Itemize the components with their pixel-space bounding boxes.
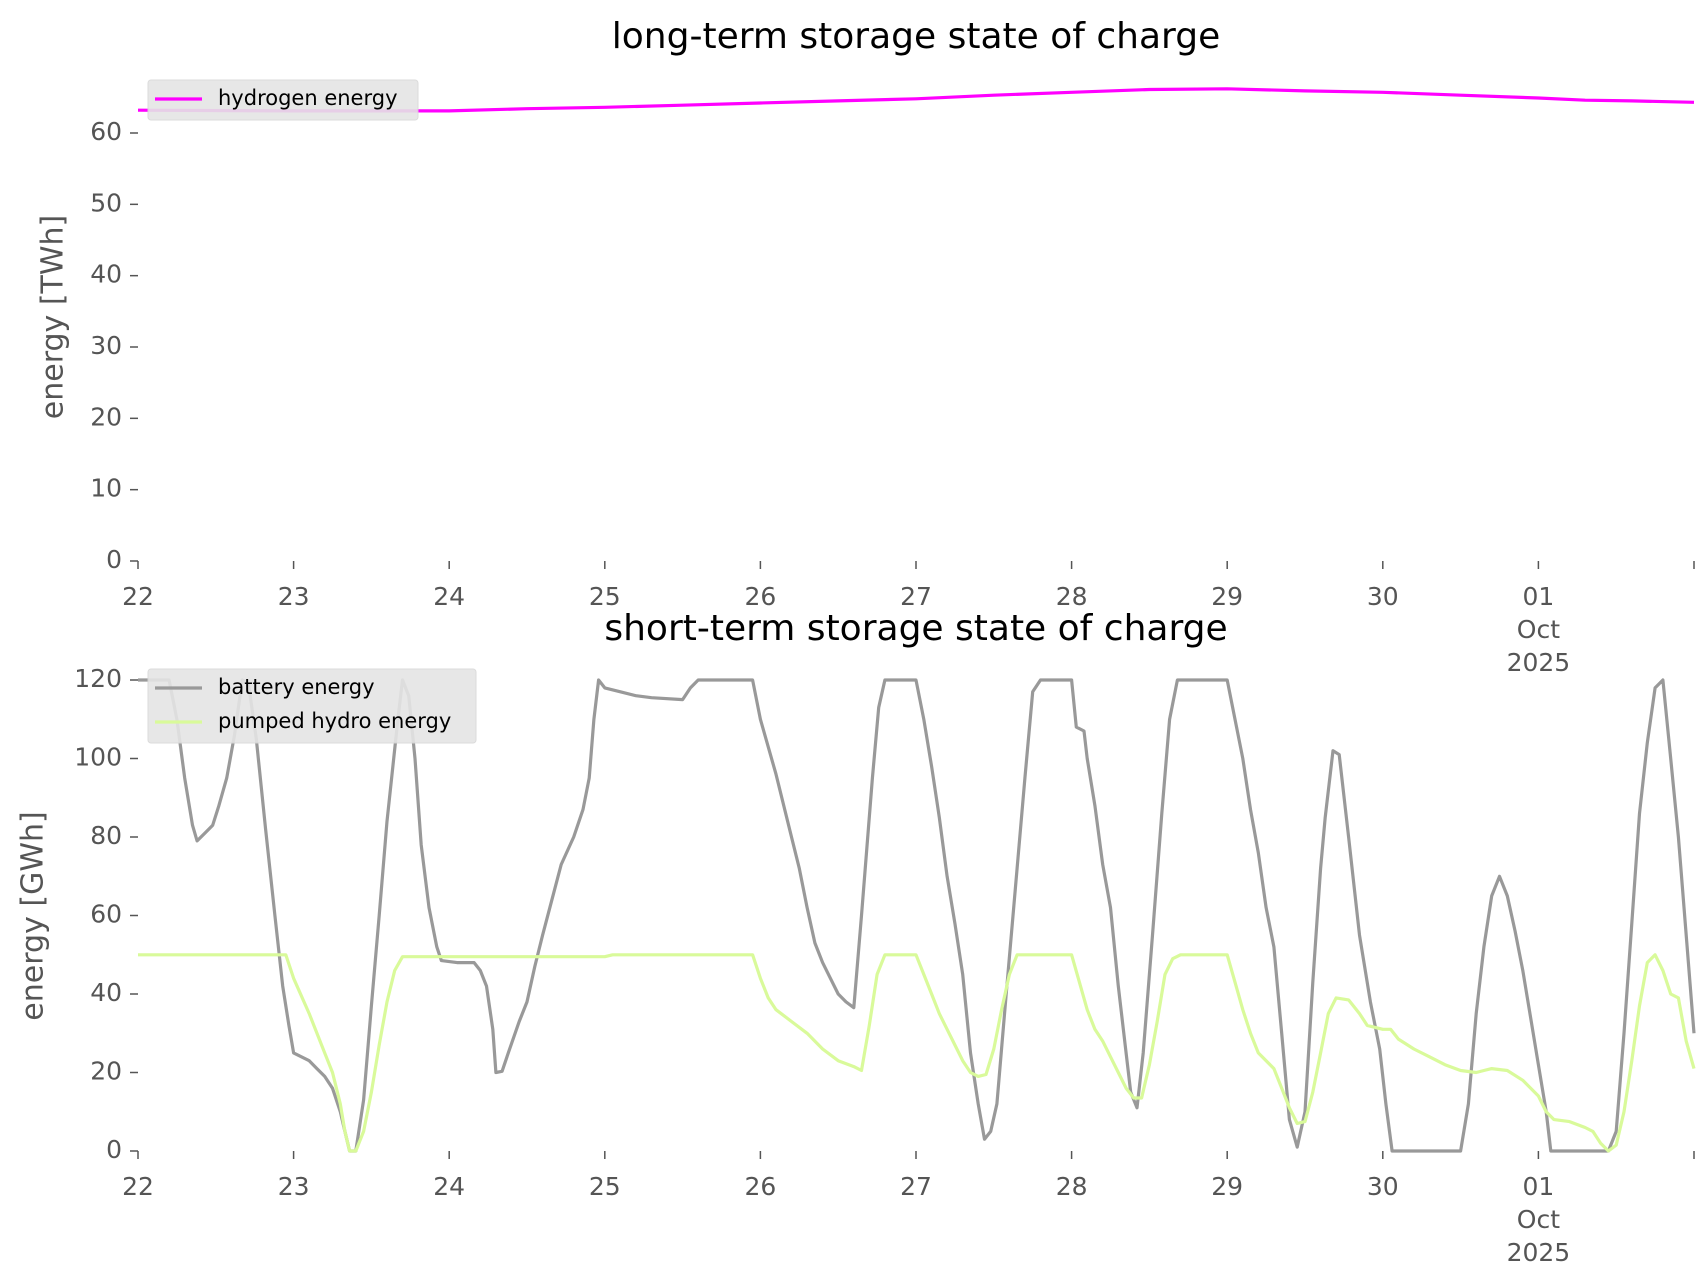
y-tick-label: 20 (90, 1057, 122, 1086)
x-tick-label: 23 (278, 1172, 310, 1201)
series-line-hydrogen-energy (137, 87, 1695, 113)
x-tick-label: 28 (1056, 1172, 1088, 1201)
legend-label: hydrogen energy (218, 86, 398, 110)
x-tick-label: Oct (1517, 615, 1560, 644)
legend: battery energy pumped hydro energy (147, 668, 477, 744)
series-line-battery-energy (138, 678, 1696, 1153)
x-tick-label: 26 (744, 582, 776, 611)
x-tick-label: 29 (1211, 1172, 1243, 1201)
legend-box (147, 668, 477, 744)
x-tick-label: 26 (744, 1172, 776, 1201)
x-tick-label: 27 (900, 582, 932, 611)
x-tick-label: 25 (589, 582, 621, 611)
x-tick-label: 30 (1367, 582, 1399, 611)
y-tick-label: 30 (90, 331, 122, 360)
x-tick-label: 2025 (1507, 648, 1571, 677)
x-tick-label: 2025 (1507, 1238, 1571, 1267)
y-tick-label: 120 (74, 664, 122, 693)
y-tick-label: 40 (90, 978, 122, 1007)
x-tick-label: 22 (122, 582, 154, 611)
x-tick-label: 27 (900, 1172, 932, 1201)
legend-label: pumped hydro energy (218, 709, 451, 733)
y-axis-label: energy [GWh] (16, 811, 51, 1020)
y-axis-label: energy [TWh] (36, 215, 71, 419)
legend: hydrogen energy (147, 79, 419, 121)
x-tick-label: 30 (1367, 1172, 1399, 1201)
chart-title: long-term storage state of charge (612, 16, 1220, 57)
x-tick-label: 01 (1522, 1172, 1554, 1201)
x-tick-label: Oct (1517, 1205, 1560, 1234)
y-tick-label: 80 (90, 821, 122, 850)
legend-label: battery energy (218, 675, 375, 699)
x-tick-label: 29 (1211, 582, 1243, 611)
y-tick-label: 0 (106, 545, 122, 574)
y-tick-label: 100 (74, 743, 122, 772)
chart-2: short-term storage state of charge energy… (16, 608, 1696, 1267)
x-tick-label: 01 (1522, 582, 1554, 611)
x-tick-label: 23 (278, 582, 310, 611)
y-tick-label: 20 (90, 402, 122, 431)
legend-box (147, 79, 419, 121)
y-tick-label: 40 (90, 260, 122, 289)
y-tick-label: 60 (90, 900, 122, 929)
x-tick-label: 28 (1056, 582, 1088, 611)
chart-1: long-term storage state of charge energy … (36, 16, 1695, 677)
x-tick-label: 24 (433, 582, 465, 611)
y-tick-label: 0 (106, 1135, 122, 1164)
chart-title: short-term storage state of charge (604, 608, 1227, 649)
y-tick-label: 60 (90, 117, 122, 146)
x-tick-label: 25 (589, 1172, 621, 1201)
series-line-pumped-hydro-energy (138, 953, 1696, 1153)
y-tick-label: 50 (90, 188, 122, 217)
x-tick-label: 24 (433, 1172, 465, 1201)
y-tick-label: 10 (90, 474, 122, 503)
x-tick-label: 22 (122, 1172, 154, 1201)
